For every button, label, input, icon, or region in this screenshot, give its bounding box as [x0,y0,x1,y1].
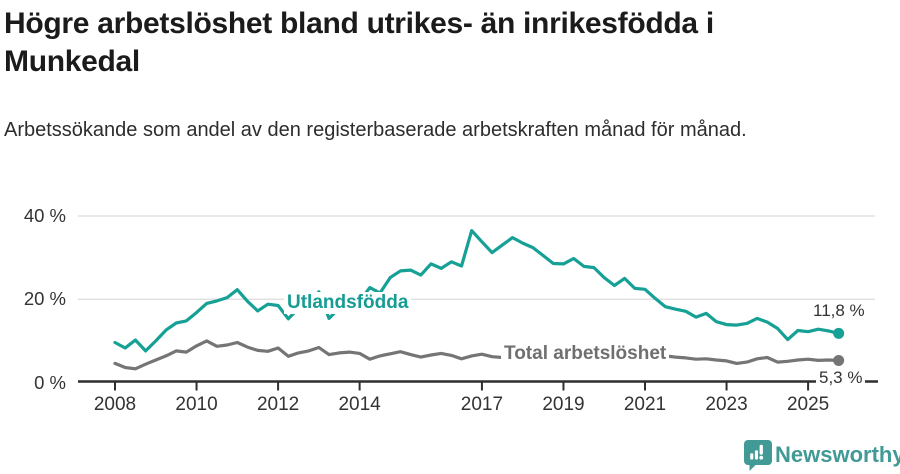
chart-subtitle: Arbetssökande som andel av den registerb… [4,119,747,141]
logo-exclamation-bar [759,444,763,455]
logo-exclamation-dot [759,455,764,460]
end-dot-series-0 [833,327,845,339]
newsworthy-logo-icon [744,440,772,471]
end-value-label-total: 5,3 % [816,368,866,388]
line-series-0 [113,229,841,353]
end-value-label-utlandsfodda: 11,8 % [813,301,865,320]
logo-bar-medium [754,450,758,460]
line-series-1 [113,339,841,371]
series-label-total-arbetsloshet: Total arbetslöshet [501,343,670,365]
logo-bar-small [750,453,754,460]
newsworthy-brand-text: Newsworthy [775,442,900,467]
chart-title: Högre arbetslöshet bland utrikes- än inr… [4,7,714,78]
series-label-utlandsfodda: Utlandsfödda [284,292,412,314]
end-dot-series-1 [833,354,845,366]
